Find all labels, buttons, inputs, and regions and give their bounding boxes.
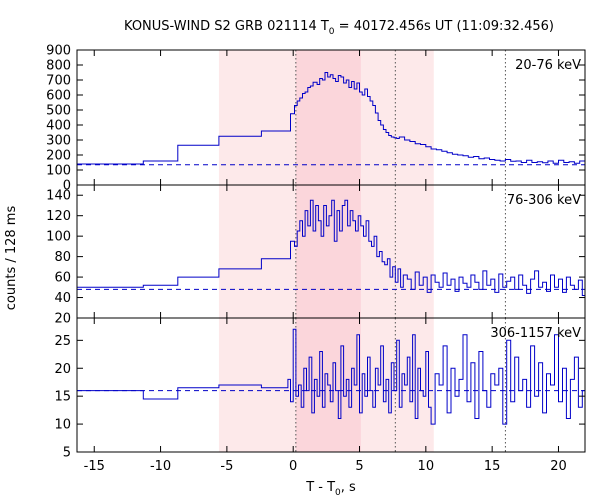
y-tick-label: 25: [54, 334, 71, 349]
shaded-burst-interval: [295, 185, 361, 318]
y-tick-label: 100: [46, 230, 71, 245]
shaded-burst-interval: [295, 50, 361, 185]
x-axis-label: T - T0, s: [305, 480, 356, 498]
y-tick-label: 200: [46, 149, 71, 164]
chart-title: KONUS-WIND S2 GRB 021114 T0 = 40172.456s…: [124, 19, 554, 37]
y-tick-label: 800: [46, 59, 71, 74]
y-tick-label: 20: [54, 362, 71, 377]
y-tick-label: 600: [46, 89, 71, 104]
y-tick-label: 700: [46, 74, 71, 89]
panel-2: 20 40 60 80 100 120 140 76-306 keV: [46, 184, 586, 327]
energy-band-label: 20-76 keV: [515, 58, 581, 73]
energy-band-label: 306-1157 keV: [490, 326, 581, 341]
y-tick-label: 120: [46, 209, 71, 224]
y-tick-label: 300: [46, 134, 71, 149]
x-tick-label: 15: [484, 459, 501, 474]
y-tick-label: 80: [54, 250, 71, 265]
y-axis-label: counts / 128 ms: [4, 206, 19, 311]
y-tick-label: 100: [46, 164, 71, 179]
x-tick-label: 5: [355, 459, 363, 474]
y-tick-label: 140: [46, 189, 71, 204]
y-tick-label: 400: [46, 119, 71, 134]
light-curve-series: [77, 72, 586, 165]
y-tick-label: 60: [54, 271, 71, 286]
x-tick-label: -5: [220, 459, 233, 474]
x-tick-label: 0: [289, 459, 297, 474]
y-tick-label: 15: [54, 390, 71, 405]
x-tick-label: -10: [150, 459, 171, 474]
y-tick-label: 0: [63, 179, 71, 194]
y-tick-label: 20: [54, 312, 71, 327]
light-curve-series: [77, 328, 586, 425]
energy-band-label: 76-306 keV: [507, 193, 581, 208]
x-tick-label: 20: [550, 459, 567, 474]
y-tick-label: 900: [46, 44, 71, 59]
panel-3: 5 10 15 20 25 306-1157 keV: [54, 317, 586, 461]
x-tick-label: -15: [84, 459, 105, 474]
light-curve-series: [77, 199, 586, 296]
y-tick-label: 5: [63, 446, 71, 461]
y-tick-label: 10: [54, 418, 71, 433]
y-tick-label: 40: [54, 291, 71, 306]
x-tick-label: 10: [418, 459, 435, 474]
y-tick-label: 500: [46, 104, 71, 119]
panel-frame: [76, 317, 586, 453]
